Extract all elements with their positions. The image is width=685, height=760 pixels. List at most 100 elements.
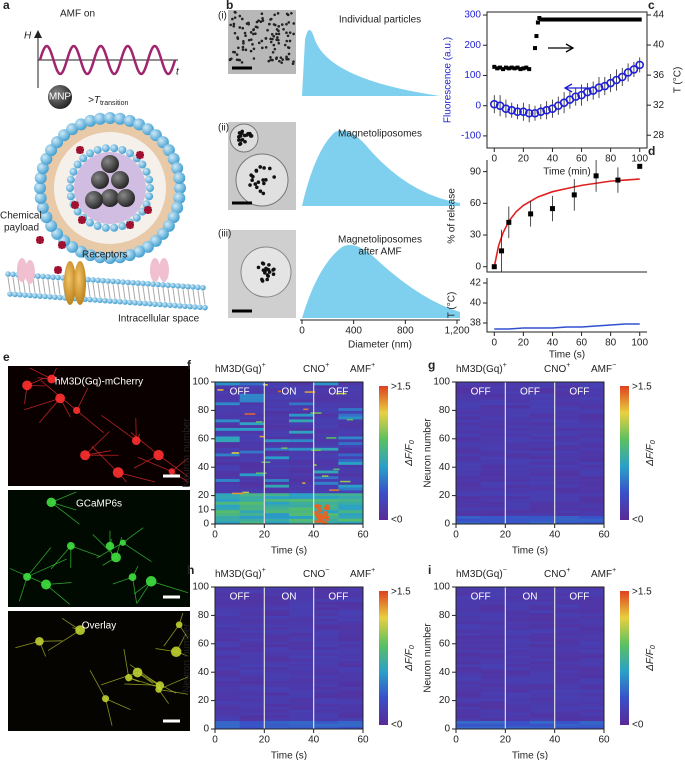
heatmap-cell [480,447,506,451]
lipid-head [202,304,208,311]
heatmap-cell [239,612,265,616]
heatmap-cell [215,592,241,597]
heatmap-cell [264,680,290,685]
heatmap-cell [554,455,580,460]
neurite [132,577,138,604]
heatmap-cell [554,416,580,420]
lipid-head [42,293,48,300]
condition: CNO [303,569,325,580]
heatmap-cell [456,512,482,516]
particle [243,139,247,144]
particle [229,23,232,27]
heatmap-cell [215,501,241,505]
y2-tick-label: 36 [653,70,665,81]
heatmap-cell [530,501,556,505]
heatmap-cell [325,507,330,510]
heatmap-cell [579,430,605,434]
heatmap-cell [239,632,265,636]
heatmap-cell [313,464,317,466]
heatmap-cell [530,416,556,420]
heatmap-cell [579,592,605,597]
heatmap-cell [480,615,506,619]
heatmap-cell [239,427,265,431]
heatmap-cell [338,655,364,659]
heatmap-cell [456,464,482,468]
condition: AMF− [591,362,616,375]
particle [276,12,280,15]
temperature-point [591,17,596,22]
state-label: OFF [471,592,491,603]
heatmap-cell [554,430,580,434]
heatmap-cell [215,606,241,611]
heatmap-cell [579,509,605,514]
heatmap-cell [530,404,556,409]
heatmap-cell [313,444,339,448]
heatmap-cell [239,621,265,625]
lipid-head [66,175,75,184]
heatmap-cell [338,484,364,488]
heatmap-cell [239,438,265,443]
heatmap-cell [304,391,316,393]
heatmap-cell [215,706,241,710]
heatmap-cell [264,384,290,389]
heatmap-cell [530,618,556,622]
lipid-head [97,297,103,304]
lipid-head [66,123,79,136]
heatmap-cell [530,393,556,397]
particle [269,56,272,59]
heatmap-cell [313,649,339,653]
particle [233,50,237,54]
state-label: OFF [328,387,348,398]
heatmap-cell [505,680,531,685]
heatmap-cell [505,384,531,389]
heatmap-cell [338,512,364,516]
heatmap-cell [289,453,315,457]
heatmap-cell [264,604,290,608]
state-label: ON [282,592,297,603]
heatmap-cell [456,424,482,428]
heatmap-cell [313,489,339,494]
heatmap-cell [289,427,315,431]
heatmap-cell [289,720,315,724]
heatmap-cell [579,595,605,599]
neurite [135,433,141,441]
heatmap-cell [313,472,339,477]
particle [259,20,263,24]
heatmap-cell [289,672,315,676]
heatmap-cell [530,506,556,511]
heatmap-cell [264,646,290,650]
heatmap-cell [338,416,364,420]
heatmap-cell [338,506,364,511]
particle [238,14,242,18]
x-tick-label: 40 [308,530,320,541]
temperature-point [541,17,546,22]
heatmap-cell [239,703,265,707]
nanoparticle [101,155,119,173]
heatmap-cell [456,407,482,411]
heatmap-cell [480,595,506,599]
heatmap-cell [530,714,556,719]
heatmap-cell [338,481,364,485]
heatmap-cell [313,675,339,679]
heatmap-cell [480,604,506,608]
heatmap-cell [264,663,290,668]
heatmap-cell [264,509,290,514]
heatmap-cell [215,658,241,662]
heatmap-cell [456,714,482,719]
heatmap-cell [456,418,482,423]
heatmap-cell [264,433,290,437]
condition-sign: + [503,362,507,369]
heatmap-cell [289,640,315,645]
heatmap-cell [579,384,605,389]
heatmap-cell [264,413,290,417]
heatmap-cell [554,478,580,482]
heatmap-cell [480,666,506,670]
heatmap-cell [289,455,315,460]
heatmap-cell [338,666,364,670]
temperature-point [553,17,558,22]
heatmap-cell [338,495,364,499]
heatmap-cell [289,518,315,522]
heatmap-cell [217,389,224,391]
heatmap-cell [313,717,339,721]
heatmap-cell [289,717,315,721]
